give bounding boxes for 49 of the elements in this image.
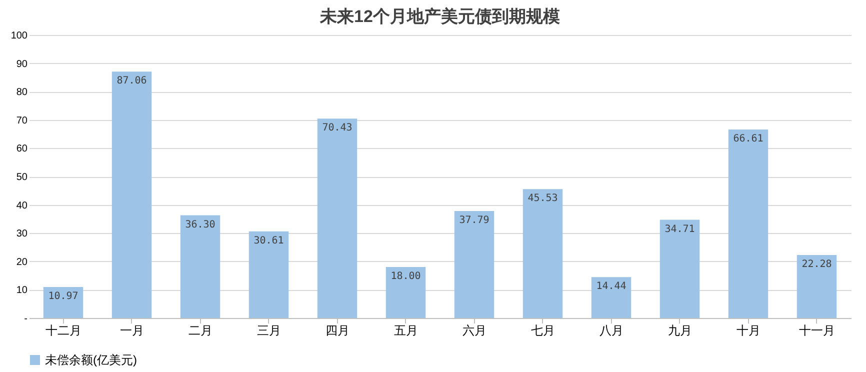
data-label: 30.61 [254,235,284,246]
data-label: 22.28 [802,258,832,270]
y-tick-label: 20 [16,256,28,268]
bar [591,277,632,318]
x-tick-label: 十一月 [798,324,835,338]
x-tick-label: 十二月 [45,324,82,338]
bar [112,72,152,318]
bar [796,254,837,318]
x-tick-label: 四月 [325,324,350,338]
bar [386,267,426,318]
x-tick-label: 五月 [394,324,418,338]
x-tick-label: 二月 [188,324,212,338]
bar [43,286,84,318]
data-label: 10.97 [48,290,78,302]
x-tick-label: 七月 [530,324,555,338]
bar [454,211,494,318]
data-label: 34.71 [664,224,695,235]
data-label: 87.06 [116,76,147,87]
bar [522,189,563,318]
x-tick-label: 十月 [736,324,760,338]
y-tick-label: 100 [10,30,28,42]
y-tick-label: - [24,314,28,324]
y-tick-label: 70 [16,115,28,126]
data-label: 36.30 [185,219,216,230]
data-label: 66.61 [733,133,764,144]
bar [180,215,220,318]
data-label: 37.79 [459,215,490,226]
y-tick-label: 50 [16,172,28,183]
data-label: 18.00 [390,271,421,282]
x-tick-label: 八月 [599,324,624,338]
legend-label: 未偿余额(亿美元) [45,353,137,367]
data-label: 70.43 [322,122,352,134]
chart-title: 未来12个月地产美元债到期规模 [319,7,560,26]
bar [728,129,768,318]
y-tick-label: 90 [16,58,28,70]
y-tick-label: 40 [16,200,28,212]
x-tick-label: 六月 [462,324,486,338]
bar [248,231,289,318]
y-tick-label: 30 [16,228,28,240]
x-tick-label: 九月 [668,324,692,338]
y-tick-label: 80 [16,87,28,98]
data-label: 45.53 [528,193,558,204]
y-tick-label: 60 [16,144,28,155]
bar [317,118,358,318]
bar [660,220,700,318]
x-tick-label: 三月 [256,324,281,338]
data-label: 14.44 [596,281,626,292]
x-tick-label: 一月 [120,324,144,338]
y-tick-label: 10 [16,285,28,296]
